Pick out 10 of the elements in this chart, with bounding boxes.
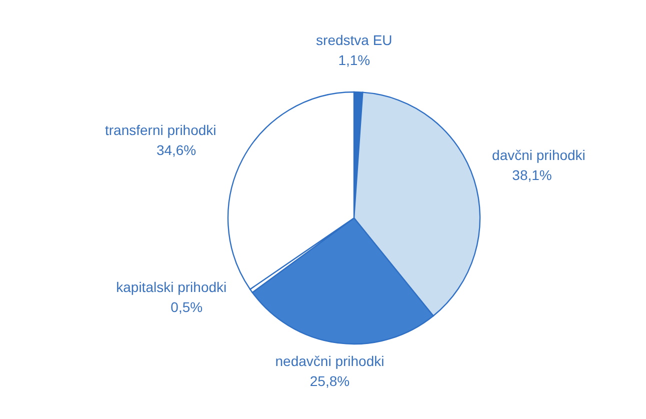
slice-label: nedavčni prihodki: [275, 352, 384, 369]
data-label: 1,1%: [338, 52, 370, 68]
data-label: 25,8%: [310, 372, 350, 389]
slice-label: sredstva EU: [316, 32, 392, 48]
slice-label: davčni prihodki: [492, 146, 586, 163]
data-label: 0,5%: [170, 298, 203, 315]
slice-label: kapitalski prihodki: [116, 278, 227, 295]
data-label: 38,1%: [512, 166, 552, 183]
data-label: 34,6%: [156, 142, 196, 158]
slice-label: transferni prihodki: [105, 122, 216, 138]
